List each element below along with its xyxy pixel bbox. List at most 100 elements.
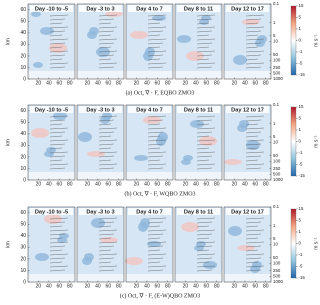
- flux-arrow: [196, 225, 210, 228]
- flux-arrow: [147, 50, 167, 53]
- flux-arrow: [196, 115, 216, 118]
- flux-arrow: [49, 46, 63, 49]
- y2-tick-label: 100: [273, 260, 281, 265]
- flux-arrow: [245, 42, 262, 45]
- flux-arrow: [98, 159, 112, 162]
- flux-arrow: [196, 229, 216, 232]
- y2-tick-label: 250: [273, 268, 281, 273]
- colorbar-label: m s⁻¹: [313, 237, 319, 250]
- panel-frame: [27, 3, 76, 80]
- flux-arrow: [245, 50, 265, 53]
- flux-arrow: [196, 147, 210, 150]
- flux-arrow: [98, 26, 118, 29]
- y-tick-label: 40: [20, 30, 26, 36]
- y-tick-label: 40: [20, 131, 26, 137]
- y2-tick-label: 1: [273, 223, 276, 228]
- colorbar-tick-label: 5: [299, 116, 302, 121]
- x-tick-label: 60: [106, 181, 112, 187]
- flux-arrow: [245, 54, 262, 57]
- flux-arrow: [196, 253, 216, 256]
- flux-arrow: [98, 14, 118, 17]
- shading: [246, 140, 260, 150]
- y2-tick-label: 0.1: [273, 204, 280, 209]
- y2-tick-label: 5: [273, 236, 276, 241]
- colorbar-tick-label: -5: [299, 61, 303, 66]
- panel-title: Day -3 to 3: [86, 6, 114, 12]
- flux-arrow: [147, 257, 164, 260]
- shading: [102, 112, 112, 120]
- x-tick-label: 60: [253, 181, 259, 187]
- panel-title: Day -10 to -5: [35, 6, 68, 12]
- flux-arrow: [49, 265, 69, 268]
- y-tick-label: 20: [20, 53, 26, 59]
- x-tick-label: 40: [242, 80, 248, 86]
- panel: Day 4 to 7 20 40 60 80: [125, 3, 174, 86]
- flux-arrow: [98, 143, 115, 146]
- panel-title: Day 12 to 17: [231, 107, 264, 113]
- flux-arrow: [49, 127, 69, 130]
- flux-arrow: [147, 143, 164, 146]
- x-tick-label: 80: [116, 283, 122, 289]
- y-axis-label: km: [5, 241, 11, 248]
- shading: [224, 172, 271, 180]
- flux-arrow: [147, 115, 167, 118]
- x-tick-label: 60: [57, 283, 63, 289]
- flux-arrow: [245, 46, 259, 49]
- flux-arrow: [245, 30, 262, 33]
- panel-title: Day 4 to 7: [136, 6, 162, 12]
- title-bg: [30, 5, 73, 12]
- flux-arrow: [196, 34, 210, 37]
- y2-tick-label: 250: [273, 166, 281, 171]
- y2-tick-label: 1000: [273, 76, 283, 81]
- flux-arrow: [98, 245, 115, 248]
- flux-arrow: [196, 119, 213, 122]
- panel: Day 12 to 17 20 40 60 80: [223, 206, 272, 289]
- colorbar-tick-label: 5: [299, 15, 302, 20]
- flux-arrow: [245, 225, 259, 228]
- flux-arrow: [245, 115, 265, 118]
- panel-frame: [174, 104, 223, 181]
- colorbar-tick-label: -5: [299, 264, 303, 269]
- flux-arrow: [98, 261, 112, 264]
- flux-arrow: [196, 42, 213, 45]
- flux-arrow: [147, 249, 161, 252]
- flux-arrow: [147, 46, 161, 49]
- colorbar-tick-label: -15: [299, 72, 306, 77]
- flux-arrow: [196, 217, 216, 220]
- flux-arrow: [98, 18, 115, 21]
- flux-arrow: [245, 155, 262, 158]
- flux-arrow: [245, 151, 265, 154]
- flux-arrow: [147, 237, 161, 240]
- shading: [237, 245, 255, 251]
- flux-arrow: [245, 147, 259, 150]
- y-tick-label: 50: [20, 222, 26, 228]
- title-bg: [128, 5, 171, 12]
- y2-tick-label: 50: [273, 153, 278, 158]
- flux-arrow: [147, 135, 161, 138]
- flux-arrow: [49, 261, 63, 264]
- colorbar-label: m s⁻¹: [313, 135, 319, 148]
- flux-arrow: [98, 257, 115, 260]
- x-tick-label: 80: [263, 283, 269, 289]
- x-tick-label: 80: [116, 181, 122, 187]
- colorbar-tick-label: -15: [299, 173, 306, 178]
- flux-arrow: [49, 233, 66, 236]
- flux-arrow: [49, 135, 63, 138]
- flux-arrow: [196, 269, 213, 272]
- flux-arrow: [196, 14, 216, 17]
- y2-tick-label: 500: [273, 274, 281, 279]
- x-tick-label: 60: [204, 181, 210, 187]
- flux-arrow: [196, 221, 213, 224]
- flux-arrow: [245, 257, 262, 260]
- y-tick-label: 30: [20, 42, 26, 48]
- flux-arrow: [98, 269, 115, 272]
- shading: [242, 19, 260, 25]
- y2-tick-label: 50: [273, 52, 278, 57]
- flux-arrow: [147, 261, 161, 264]
- panel: Day 8 to 11 20 40 60 80: [174, 3, 223, 86]
- y-tick-label: 30: [20, 245, 26, 251]
- flux-arrow: [245, 237, 259, 240]
- flux-arrow: [245, 217, 265, 220]
- flux-arrow: [98, 127, 118, 130]
- flux-arrow: [196, 261, 210, 264]
